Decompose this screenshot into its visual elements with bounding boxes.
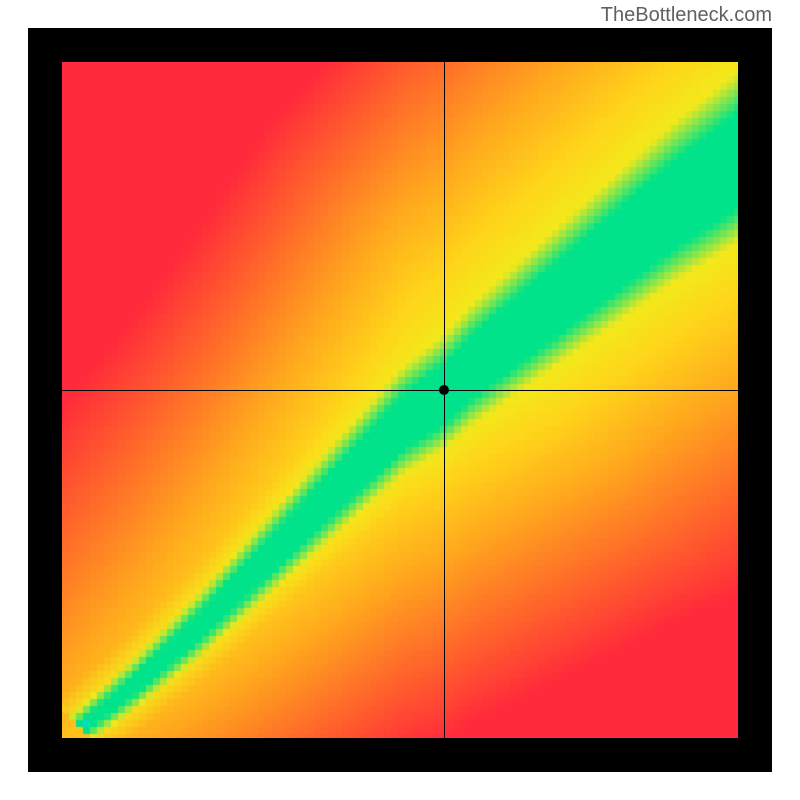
watermark-text: TheBottleneck.com bbox=[601, 4, 772, 27]
plot-border bbox=[28, 28, 772, 772]
selection-marker bbox=[439, 385, 449, 395]
heatmap-canvas bbox=[62, 62, 738, 738]
crosshair-vertical bbox=[444, 62, 445, 738]
heatmap-area bbox=[62, 62, 738, 738]
figure-container: TheBottleneck.com bbox=[0, 0, 800, 800]
crosshair-horizontal bbox=[62, 390, 738, 391]
